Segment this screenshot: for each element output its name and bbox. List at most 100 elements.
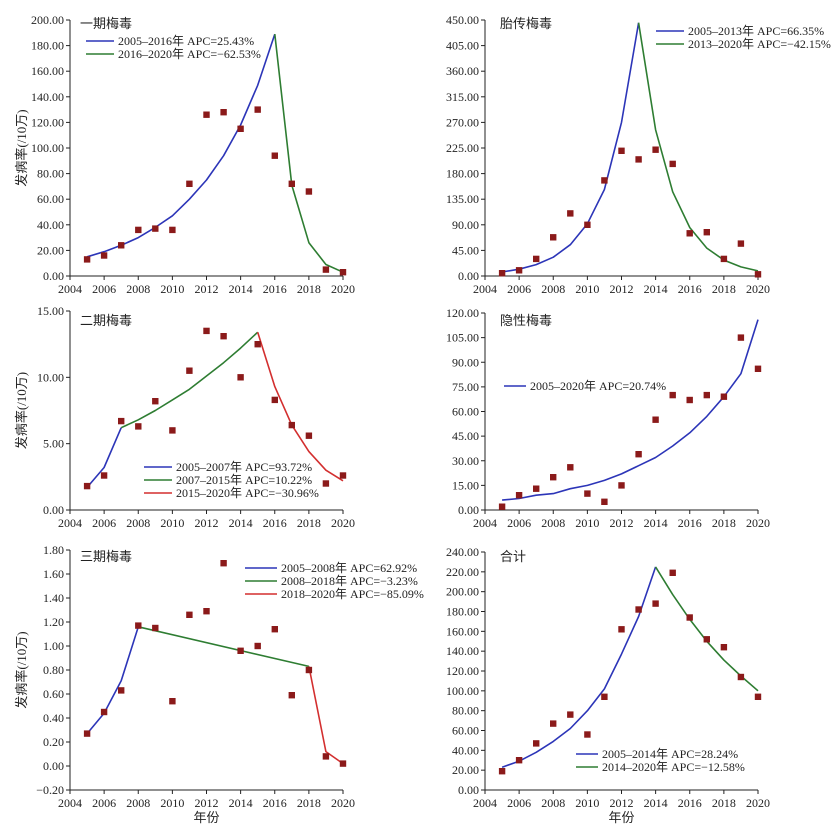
y-tick-label: 40.00 (37, 218, 64, 232)
y-tick-label: 120.00 (446, 306, 479, 320)
x-tick-label: 2006 (507, 516, 531, 530)
panel-title: 一期梅毒 (80, 16, 132, 31)
observed-point (118, 242, 125, 249)
observed-point (203, 111, 210, 118)
y-tick-label: 0.00 (43, 759, 64, 773)
x-tick-label: 2016 (263, 796, 287, 810)
x-tick-label: 2008 (126, 516, 150, 530)
observed-point (169, 698, 176, 705)
y-tick-label: 240.00 (446, 545, 479, 559)
observed-point (83, 256, 91, 263)
legend-label: 2005–2008年 APC=62.92% (281, 561, 417, 575)
x-tick-label: 2008 (126, 796, 150, 810)
x-tick-label: 2016 (678, 516, 702, 530)
y-tick-label: 405.00 (446, 39, 479, 53)
x-tick-label: 2014 (644, 282, 668, 296)
y-tick-label: 1.60 (43, 567, 64, 581)
y-tick-label: 20.00 (452, 763, 479, 777)
x-tick-label: 2006 (92, 796, 116, 810)
observed-point (271, 626, 278, 633)
observed-point (703, 636, 710, 643)
y-tick-label: 15.00 (452, 478, 479, 492)
x-tick-label: 2004 (58, 796, 82, 810)
x-tick-label: 2016 (263, 516, 287, 530)
x-tick-label: 2018 (712, 796, 736, 810)
observed-point (550, 234, 557, 241)
observed-point (118, 687, 125, 694)
observed-point (754, 693, 762, 700)
observed-point (83, 730, 91, 737)
observed-point (288, 421, 295, 429)
legend-label: 2008–2018年 APC=−3.23% (281, 574, 418, 588)
panel-title: 二期梅毒 (80, 313, 132, 328)
y-tick-label: 200.00 (31, 13, 64, 27)
observed-point (271, 152, 278, 159)
series-line-green (654, 566, 759, 692)
observed-point (100, 252, 108, 259)
observed-point (322, 266, 330, 273)
x-tick-label: 2006 (92, 516, 116, 530)
observed-point (186, 367, 193, 374)
observed-point (498, 503, 506, 510)
observed-point (83, 482, 91, 490)
legend-label: 2005–2007年 APC=93.72% (176, 460, 312, 474)
observed-point (135, 423, 142, 430)
x-tick-label: 2018 (712, 516, 736, 530)
y-tick-label: 20.00 (37, 243, 64, 257)
y-tick-label: 140.00 (446, 644, 479, 658)
y-tick-label: 180.00 (446, 167, 479, 181)
observed-point (203, 608, 210, 615)
y-axis-label: 发病率(/10万) (14, 372, 29, 449)
x-tick-label: 2012 (610, 516, 634, 530)
observed-point (686, 396, 693, 404)
observed-point (186, 611, 193, 618)
observed-point (100, 472, 108, 479)
y-tick-label: 45.00 (452, 429, 479, 443)
y-tick-label: 1.80 (43, 543, 64, 557)
series-line-blue (502, 319, 759, 501)
y-tick-label: 0.00 (458, 503, 479, 517)
observed-point (220, 333, 227, 340)
observed-point (305, 432, 313, 439)
x-axis-label: 年份 (193, 810, 219, 825)
legend-label: 2015–2020年 APC=−30.96% (176, 486, 319, 500)
observed-point (618, 626, 625, 633)
legend-label: 2016–2020年 APC=−62.53% (118, 47, 261, 61)
y-tick-label: −0.20 (36, 783, 64, 797)
series-line-blue (501, 566, 657, 768)
y-tick-label: 0.40 (43, 711, 64, 725)
observed-point (220, 109, 227, 116)
observed-point (601, 498, 608, 505)
y-tick-label: 0.00 (458, 269, 479, 283)
x-tick-label: 2014 (644, 516, 668, 530)
observed-point (135, 226, 142, 234)
observed-point (169, 226, 176, 234)
legend-label: 2005–2020年 APC=20.74% (530, 379, 666, 393)
panel-6: 0.00 20.00 40.00 60.00 80.00 100.00 120.00 140.… (446, 545, 770, 825)
observed-point (550, 474, 557, 481)
y-tick-label: 0.60 (43, 687, 64, 701)
x-tick-label: 2014 (229, 796, 253, 810)
panel-2: 0.00 45.00 90.00 135.00 180.00 225.00 270.00 31… (446, 13, 831, 296)
observed-point (550, 720, 557, 727)
observed-point (339, 269, 347, 276)
y-tick-label: 160.00 (31, 64, 64, 78)
observed-point (305, 666, 313, 674)
observed-point (635, 156, 642, 163)
x-tick-label: 2010 (160, 516, 184, 530)
y-tick-label: 140.00 (31, 90, 64, 104)
x-tick-label: 2014 (229, 516, 253, 530)
x-tick-label: 2010 (575, 282, 599, 296)
observed-point (703, 229, 710, 236)
x-tick-label: 2016 (678, 796, 702, 810)
observed-point (703, 391, 710, 399)
y-tick-label: 60.00 (37, 192, 64, 206)
observed-point (533, 485, 540, 492)
y-tick-label: 450.00 (446, 13, 479, 27)
y-tick-label: 5.00 (43, 437, 64, 451)
series-line-green (138, 626, 310, 668)
legend-label: 2018–2020年 APC=−85.09% (281, 587, 424, 601)
x-tick-label: 2012 (195, 796, 219, 810)
series-line-green (120, 331, 259, 429)
observed-point (669, 569, 676, 576)
